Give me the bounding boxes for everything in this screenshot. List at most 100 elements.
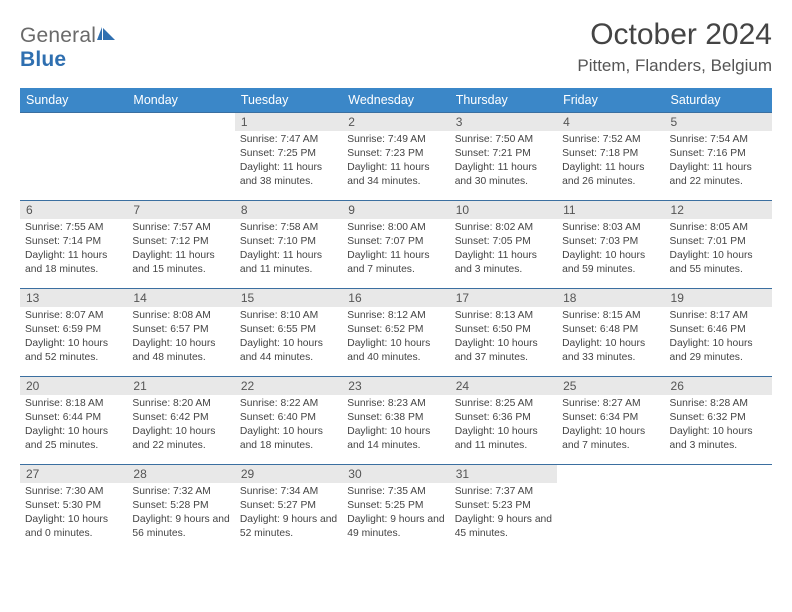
- day-info: Sunrise: 7:49 AMSunset: 7:23 PMDaylight:…: [342, 131, 449, 193]
- day-number: 3: [450, 113, 557, 131]
- calendar-cell: 19Sunrise: 8:17 AMSunset: 6:46 PMDayligh…: [665, 288, 772, 376]
- calendar-cell: 31Sunrise: 7:37 AMSunset: 5:23 PMDayligh…: [450, 464, 557, 552]
- day-info: Sunrise: 7:57 AMSunset: 7:12 PMDaylight:…: [127, 219, 234, 281]
- sunrise-text: Sunrise: 7:47 AM: [240, 133, 337, 147]
- calendar-cell: 29Sunrise: 7:34 AMSunset: 5:27 PMDayligh…: [235, 464, 342, 552]
- sunrise-text: Sunrise: 7:49 AM: [347, 133, 444, 147]
- calendar-cell: 5Sunrise: 7:54 AMSunset: 7:16 PMDaylight…: [665, 112, 772, 200]
- calendar-cell: [20, 112, 127, 200]
- day-info: Sunrise: 8:23 AMSunset: 6:38 PMDaylight:…: [342, 395, 449, 457]
- sunset-text: Sunset: 5:27 PM: [240, 499, 337, 513]
- sunset-text: Sunset: 6:48 PM: [562, 323, 659, 337]
- sunset-text: Sunset: 6:36 PM: [455, 411, 552, 425]
- sunrise-text: Sunrise: 7:32 AM: [132, 485, 229, 499]
- calendar-cell: [557, 464, 664, 552]
- daylight-text: Daylight: 11 hours and 15 minutes.: [132, 249, 229, 277]
- sunset-text: Sunset: 6:59 PM: [25, 323, 122, 337]
- day-info: Sunrise: 8:07 AMSunset: 6:59 PMDaylight:…: [20, 307, 127, 369]
- day-info: Sunrise: 8:03 AMSunset: 7:03 PMDaylight:…: [557, 219, 664, 281]
- daylight-text: Daylight: 11 hours and 30 minutes.: [455, 161, 552, 189]
- daylight-text: Daylight: 9 hours and 52 minutes.: [240, 513, 337, 541]
- day-number: 10: [450, 201, 557, 219]
- calendar-table: SundayMondayTuesdayWednesdayThursdayFrid…: [20, 88, 772, 552]
- sunrise-text: Sunrise: 7:54 AM: [670, 133, 767, 147]
- day-info: Sunrise: 7:35 AMSunset: 5:25 PMDaylight:…: [342, 483, 449, 545]
- day-header: Monday: [127, 88, 234, 112]
- day-number: 14: [127, 289, 234, 307]
- day-number: 15: [235, 289, 342, 307]
- calendar-cell: 24Sunrise: 8:25 AMSunset: 6:36 PMDayligh…: [450, 376, 557, 464]
- sunrise-text: Sunrise: 8:22 AM: [240, 397, 337, 411]
- day-number: 12: [665, 201, 772, 219]
- sunset-text: Sunset: 7:03 PM: [562, 235, 659, 249]
- sunrise-text: Sunrise: 7:30 AM: [25, 485, 122, 499]
- daylight-text: Daylight: 10 hours and 37 minutes.: [455, 337, 552, 365]
- sunset-text: Sunset: 7:23 PM: [347, 147, 444, 161]
- day-number: 6: [20, 201, 127, 219]
- day-number: 17: [450, 289, 557, 307]
- calendar-cell: [665, 464, 772, 552]
- daylight-text: Daylight: 10 hours and 18 minutes.: [240, 425, 337, 453]
- day-number: 16: [342, 289, 449, 307]
- day-info: Sunrise: 7:34 AMSunset: 5:27 PMDaylight:…: [235, 483, 342, 545]
- day-info: Sunrise: 8:22 AMSunset: 6:40 PMDaylight:…: [235, 395, 342, 457]
- daylight-text: Daylight: 10 hours and 52 minutes.: [25, 337, 122, 365]
- calendar-cell: 14Sunrise: 8:08 AMSunset: 6:57 PMDayligh…: [127, 288, 234, 376]
- sunrise-text: Sunrise: 8:27 AM: [562, 397, 659, 411]
- day-info: Sunrise: 8:02 AMSunset: 7:05 PMDaylight:…: [450, 219, 557, 281]
- logo-text-general: General: [20, 24, 96, 47]
- day-number: 24: [450, 377, 557, 395]
- day-number: 25: [557, 377, 664, 395]
- day-info: Sunrise: 7:54 AMSunset: 7:16 PMDaylight:…: [665, 131, 772, 193]
- sunset-text: Sunset: 7:16 PM: [670, 147, 767, 161]
- sunset-text: Sunset: 7:10 PM: [240, 235, 337, 249]
- sunrise-text: Sunrise: 7:50 AM: [455, 133, 552, 147]
- calendar-week: 1Sunrise: 7:47 AMSunset: 7:25 PMDaylight…: [20, 112, 772, 200]
- day-number: 13: [20, 289, 127, 307]
- day-header: Sunday: [20, 88, 127, 112]
- calendar-week: 13Sunrise: 8:07 AMSunset: 6:59 PMDayligh…: [20, 288, 772, 376]
- calendar-cell: 10Sunrise: 8:02 AMSunset: 7:05 PMDayligh…: [450, 200, 557, 288]
- day-info: Sunrise: 8:10 AMSunset: 6:55 PMDaylight:…: [235, 307, 342, 369]
- daylight-text: Daylight: 9 hours and 56 minutes.: [132, 513, 229, 541]
- day-number: 19: [665, 289, 772, 307]
- sunrise-text: Sunrise: 8:02 AM: [455, 221, 552, 235]
- calendar-cell: 1Sunrise: 7:47 AMSunset: 7:25 PMDaylight…: [235, 112, 342, 200]
- calendar-cell: 2Sunrise: 7:49 AMSunset: 7:23 PMDaylight…: [342, 112, 449, 200]
- calendar-body: 1Sunrise: 7:47 AMSunset: 7:25 PMDaylight…: [20, 112, 772, 552]
- daylight-text: Daylight: 11 hours and 26 minutes.: [562, 161, 659, 189]
- day-info: Sunrise: 8:27 AMSunset: 6:34 PMDaylight:…: [557, 395, 664, 457]
- daylight-text: Daylight: 11 hours and 11 minutes.: [240, 249, 337, 277]
- day-header: Friday: [557, 88, 664, 112]
- calendar-week: 6Sunrise: 7:55 AMSunset: 7:14 PMDaylight…: [20, 200, 772, 288]
- day-number: 21: [127, 377, 234, 395]
- sunrise-text: Sunrise: 7:37 AM: [455, 485, 552, 499]
- daylight-text: Daylight: 11 hours and 38 minutes.: [240, 161, 337, 189]
- title-block: October 2024 Pittem, Flanders, Belgium: [577, 18, 772, 76]
- daylight-text: Daylight: 10 hours and 48 minutes.: [132, 337, 229, 365]
- daylight-text: Daylight: 10 hours and 3 minutes.: [670, 425, 767, 453]
- calendar-cell: 30Sunrise: 7:35 AMSunset: 5:25 PMDayligh…: [342, 464, 449, 552]
- day-number: 8: [235, 201, 342, 219]
- daylight-text: Daylight: 9 hours and 45 minutes.: [455, 513, 552, 541]
- daylight-text: Daylight: 11 hours and 34 minutes.: [347, 161, 444, 189]
- day-info: Sunrise: 8:13 AMSunset: 6:50 PMDaylight:…: [450, 307, 557, 369]
- daylight-text: Daylight: 9 hours and 49 minutes.: [347, 513, 444, 541]
- daylight-text: Daylight: 10 hours and 55 minutes.: [670, 249, 767, 277]
- sunrise-text: Sunrise: 7:52 AM: [562, 133, 659, 147]
- calendar-cell: 17Sunrise: 8:13 AMSunset: 6:50 PMDayligh…: [450, 288, 557, 376]
- day-number: 22: [235, 377, 342, 395]
- day-info: Sunrise: 7:58 AMSunset: 7:10 PMDaylight:…: [235, 219, 342, 281]
- daylight-text: Daylight: 10 hours and 33 minutes.: [562, 337, 659, 365]
- sunset-text: Sunset: 6:50 PM: [455, 323, 552, 337]
- day-info: Sunrise: 7:47 AMSunset: 7:25 PMDaylight:…: [235, 131, 342, 193]
- sunset-text: Sunset: 7:12 PM: [132, 235, 229, 249]
- sunrise-text: Sunrise: 8:17 AM: [670, 309, 767, 323]
- calendar-week: 20Sunrise: 8:18 AMSunset: 6:44 PMDayligh…: [20, 376, 772, 464]
- daylight-text: Daylight: 10 hours and 44 minutes.: [240, 337, 337, 365]
- sunrise-text: Sunrise: 8:20 AM: [132, 397, 229, 411]
- sunset-text: Sunset: 5:23 PM: [455, 499, 552, 513]
- sunrise-text: Sunrise: 8:28 AM: [670, 397, 767, 411]
- sunrise-text: Sunrise: 7:55 AM: [25, 221, 122, 235]
- day-number: 29: [235, 465, 342, 483]
